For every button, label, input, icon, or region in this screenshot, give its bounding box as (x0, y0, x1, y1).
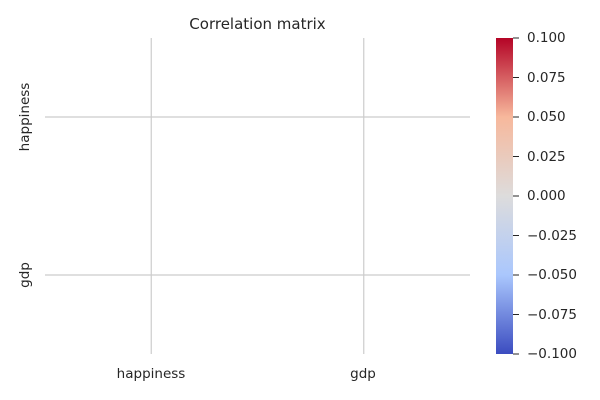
x-tick-label-happiness: happiness (116, 366, 186, 382)
plot-area (45, 38, 470, 354)
colorbar-tick-label: 0.025 (527, 148, 566, 165)
colorbar-ticks (513, 37, 519, 355)
colorbar-tick-label: 0.075 (527, 69, 566, 86)
chart-title: Correlation matrix (189, 15, 326, 33)
colorbar-tick-label: −0.025 (527, 227, 577, 244)
colorbar-tick-label: −0.100 (527, 346, 577, 362)
colorbar-gradient (496, 38, 513, 354)
x-tick-label-gdp: gdp (350, 366, 376, 382)
colorbar-tick-label: 0.100 (527, 30, 566, 46)
colorbar-tick-label: −0.075 (527, 306, 577, 323)
colorbar-tick-label: 0.050 (527, 109, 566, 125)
colorbar-tick-label: 0.000 (527, 188, 566, 204)
colorbar-tick-label: −0.050 (527, 267, 577, 283)
